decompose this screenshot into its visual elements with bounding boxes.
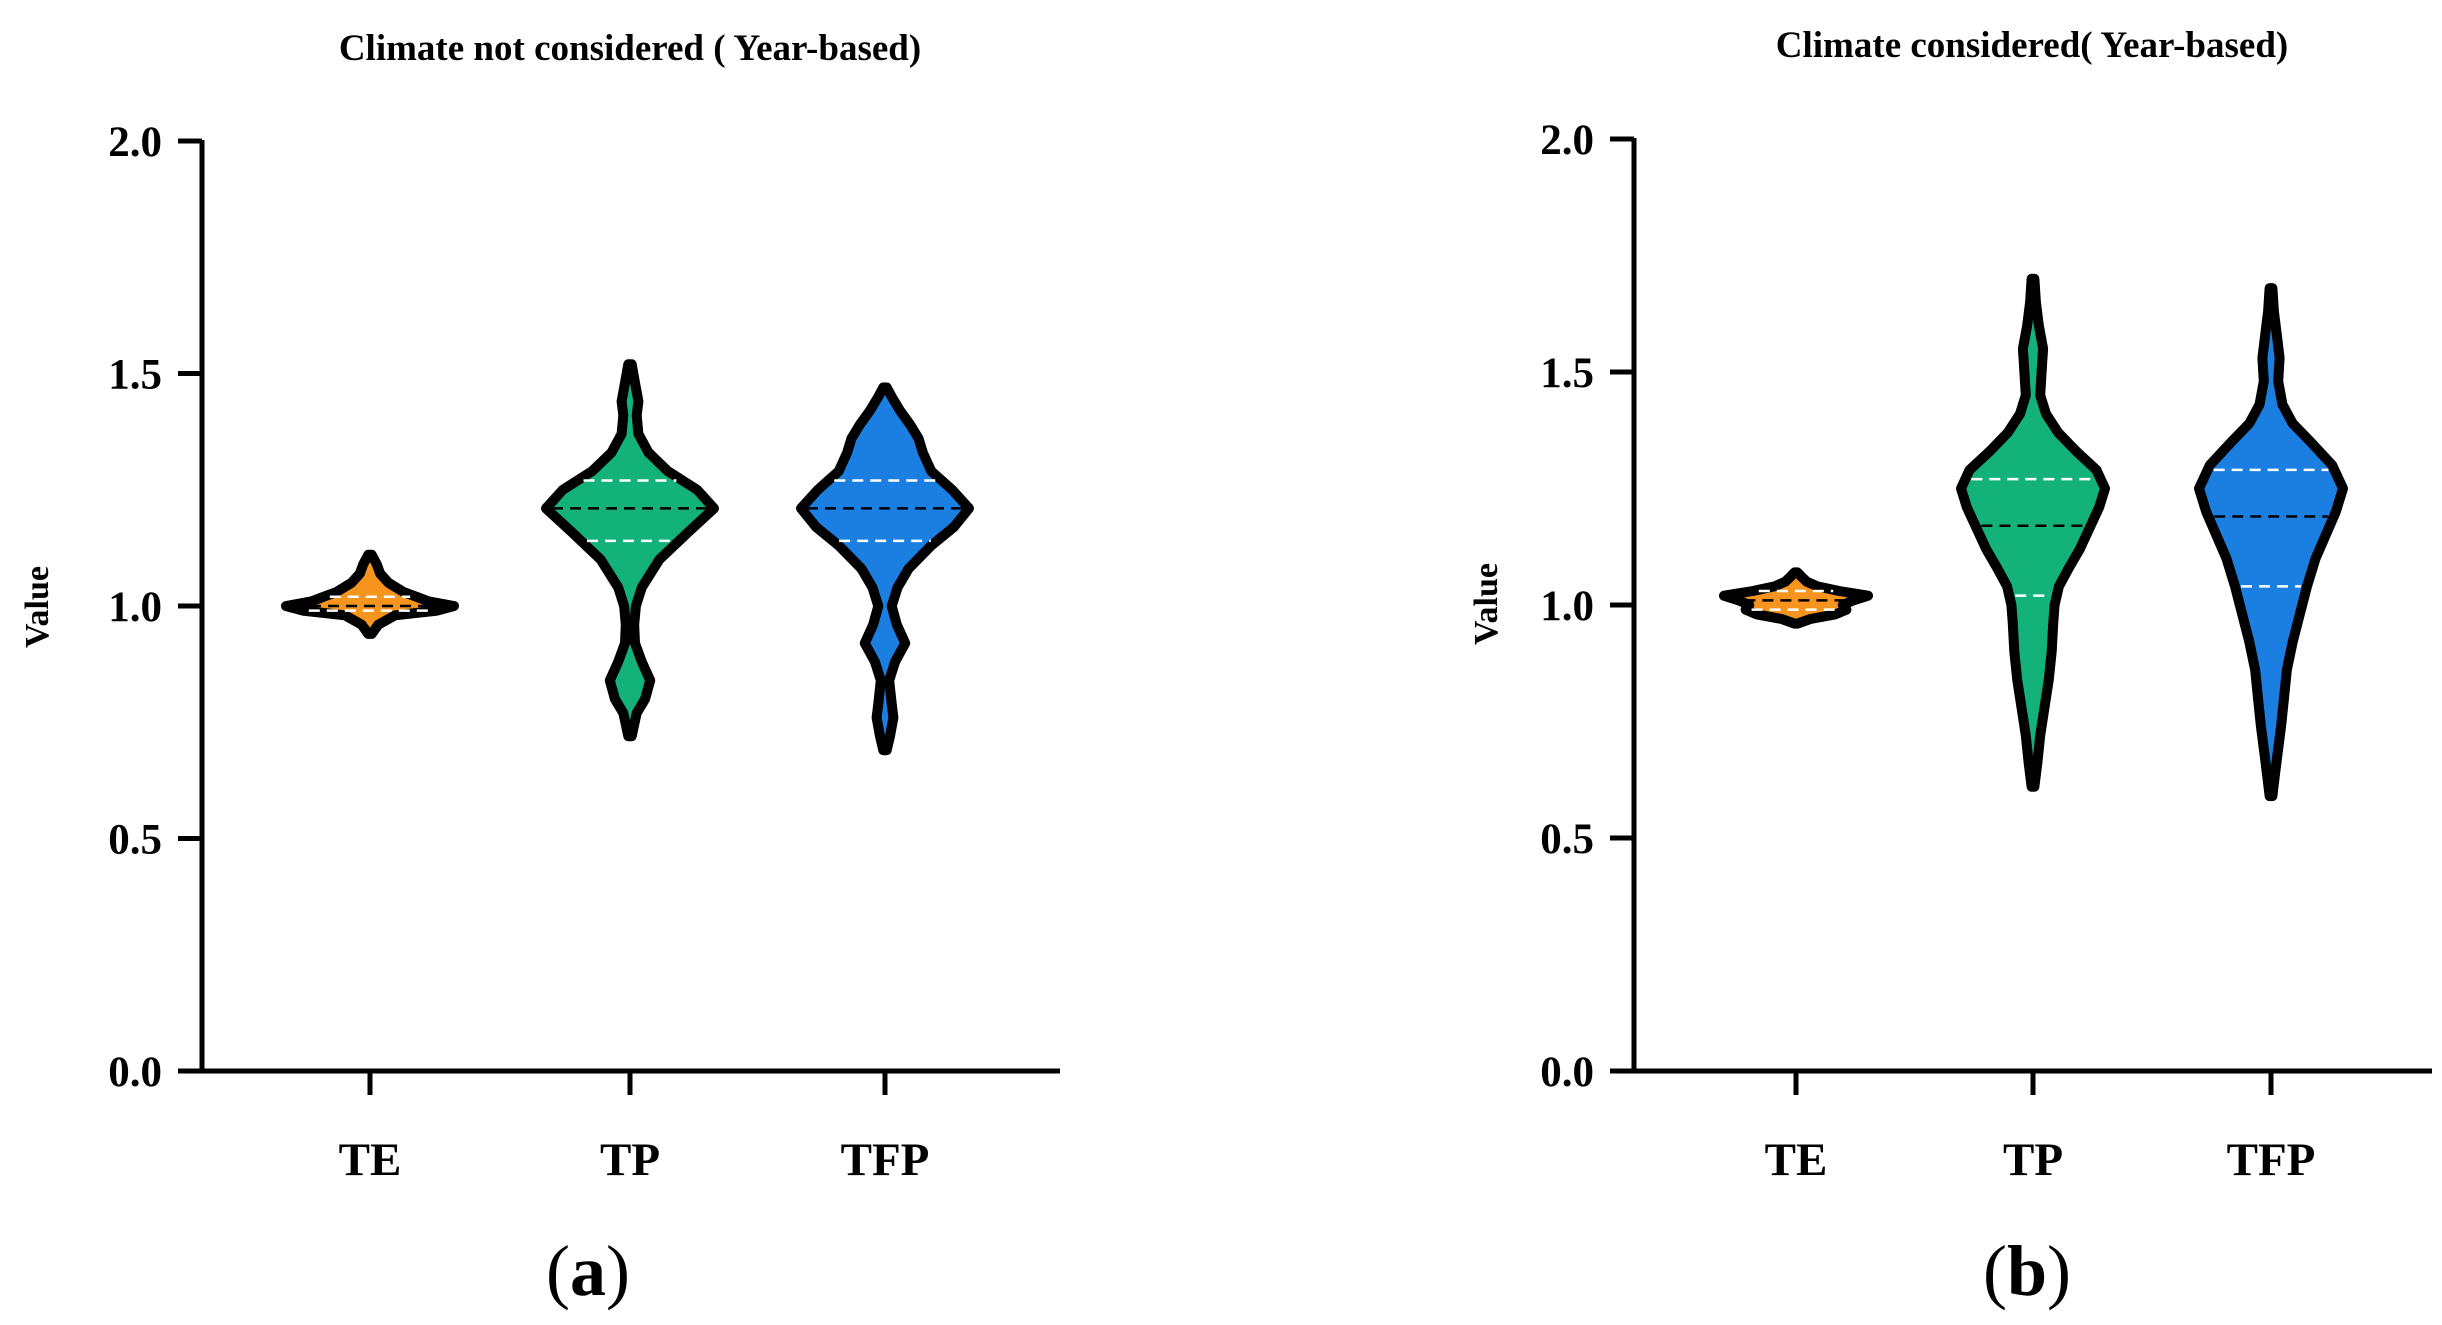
y-tick-label: 1.0 (1540, 583, 1594, 630)
chart-title-b: Climate considered( Year-based) (1776, 25, 2288, 66)
y-tick-label: 1.5 (108, 352, 162, 399)
violin-tfp (2194, 283, 2348, 802)
panel-label-b: (b) (1983, 1231, 2071, 1311)
y-axis-title-a: Value (19, 566, 56, 648)
x-tick-label-tfp: TFP (841, 1134, 930, 1186)
chart-panel-a: Climate not considered ( Year-based) Val… (19, 28, 1060, 1311)
y-axis-title-b: Value (1468, 563, 1505, 645)
chart-panel-b: Climate considered( Year-based) Value 0.… (1468, 25, 2432, 1311)
panel-label-a: (a) (546, 1231, 630, 1311)
violins-a (281, 359, 974, 756)
violins-b (1719, 273, 2348, 802)
violin-tp (1956, 273, 2110, 792)
panel-letter-b: b (2007, 1231, 2047, 1311)
y-ticks-a: 0.0 0.5 1.0 1.5 2.0 (108, 119, 202, 1096)
y-tick-label: 0.5 (1540, 816, 1594, 863)
y-tick-label: 2.0 (108, 119, 162, 166)
x-ticks-a: TE TP TFP (339, 1071, 930, 1186)
y-tick-label: 2.0 (1540, 117, 1594, 164)
violin-tfp (796, 382, 974, 756)
violin-te (281, 549, 459, 639)
panel-letter-a: a (570, 1231, 606, 1311)
y-ticks-b: 0.0 0.5 1.0 1.5 2.0 (1540, 117, 1634, 1096)
y-tick-label: 1.0 (108, 584, 162, 631)
x-tick-label-te: TE (339, 1134, 402, 1186)
y-tick-label: 0.0 (108, 1049, 162, 1096)
x-tick-label-tfp: TFP (2227, 1134, 2316, 1186)
y-tick-label: 0.0 (1540, 1049, 1594, 1096)
x-tick-label-tp: TP (2003, 1134, 2063, 1186)
y-tick-label: 0.5 (108, 817, 162, 864)
y-tick-label: 1.5 (1540, 350, 1594, 397)
chart-title-a: Climate not considered ( Year-based) (339, 28, 921, 69)
violin-tp (541, 359, 719, 742)
violin-te (1719, 567, 1873, 629)
x-tick-label-tp: TP (600, 1134, 660, 1186)
x-ticks-b: TE TP TFP (1765, 1071, 2316, 1186)
x-tick-label-te: TE (1765, 1134, 1828, 1186)
